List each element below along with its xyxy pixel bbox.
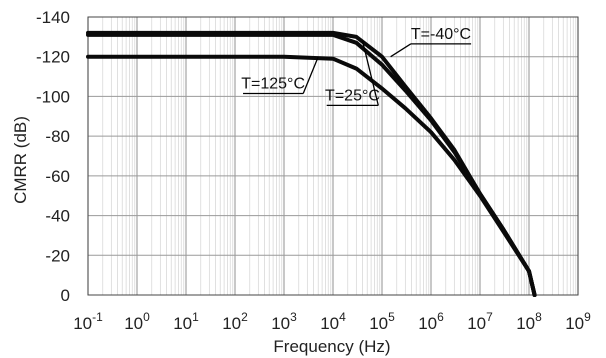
- x-axis-title: Frequency (Hz): [273, 337, 390, 356]
- y-tick-label: -20: [45, 246, 70, 265]
- y-tick-label: -40: [45, 207, 70, 226]
- y-tick-label: -60: [45, 167, 70, 186]
- y-tick-label: -80: [45, 127, 70, 146]
- x-tick-label: 103: [271, 310, 297, 333]
- series-label-2: T=125°C: [241, 75, 305, 92]
- x-tick-label: 109: [565, 310, 591, 333]
- x-tick-label: 105: [369, 310, 395, 333]
- series-label-0: T=-40°C: [411, 26, 471, 43]
- series-line-2: [86, 54, 537, 297]
- x-tick-labels: 10-1 100 101 102 103 104 105 106 107 108 109: [73, 310, 591, 333]
- series-leader-line: [361, 40, 379, 106]
- series-layer: [86, 30, 537, 297]
- x-tick-label: 108: [516, 310, 542, 333]
- major-gridlines: [87, 16, 579, 296]
- y-tick-label: 0: [61, 286, 70, 305]
- x-tick-label: 100: [124, 310, 150, 333]
- x-tick-label: 104: [320, 310, 346, 333]
- series-annotations: T=-40°C T=25°C T=125°C: [241, 26, 471, 107]
- series-leader-line: [302, 56, 319, 94]
- y-tick-label: -120: [36, 48, 70, 67]
- y-tick-label: -100: [36, 87, 70, 106]
- x-tick-label: 101: [173, 310, 199, 333]
- x-tick-label: 10-1: [73, 310, 103, 333]
- y-tick-labels: -140 -120 -100 -80 -60 -40 -20 0: [36, 8, 70, 305]
- x-tick-label: 102: [222, 310, 248, 333]
- plot-border: [87, 16, 579, 296]
- series-label-1: T=25°C: [325, 87, 380, 104]
- minor-gridlines: [102, 17, 577, 295]
- x-tick-label: 106: [418, 310, 444, 333]
- y-tick-label: -140: [36, 8, 70, 27]
- series-leader-line: [390, 43, 412, 58]
- x-tick-label: 107: [467, 310, 493, 333]
- y-axis-title: CMRR (dB): [11, 116, 30, 204]
